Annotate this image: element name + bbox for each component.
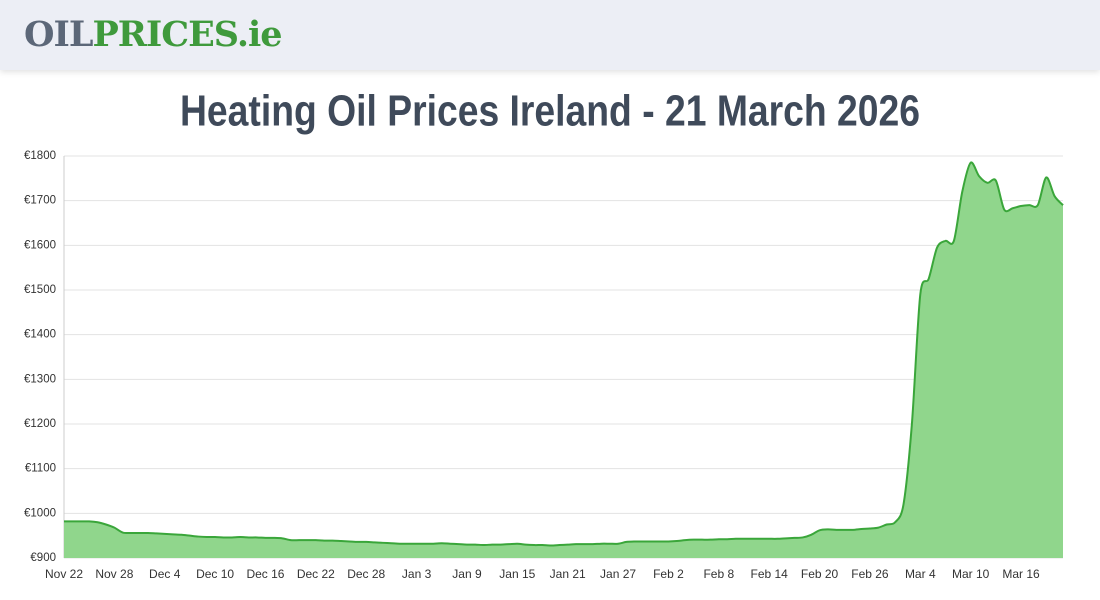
line (64, 161, 1064, 547)
x-tick-label: Dec 4 (149, 567, 181, 581)
x-tick-label: Jan 3 (402, 567, 432, 581)
x-tick-label: Dec 16 (246, 567, 284, 581)
y-tick-label: €1600 (24, 239, 56, 251)
y-tick-label: €1400 (24, 329, 56, 341)
x-tick-label: Mar 10 (952, 567, 990, 581)
logo[interactable]: OILPRICES.ie (24, 14, 283, 55)
x-tick-label: Feb 2 (653, 567, 684, 581)
y-tick-label: €900 (30, 552, 56, 564)
logo-part: OIL (24, 14, 93, 55)
x-tick-label: Dec 10 (196, 567, 234, 581)
x-tick-label: Feb 26 (851, 567, 889, 581)
area-fill (64, 162, 1063, 559)
x-tick-label: Dec 22 (297, 567, 335, 581)
x-tick-label: Nov 28 (95, 567, 133, 581)
y-tick-label: €1800 (24, 150, 56, 162)
y-tick-label: €1300 (24, 373, 56, 385)
y-tick-label: €1100 (25, 463, 56, 475)
x-tick-label: Jan 27 (600, 567, 636, 581)
y-tick-label: €1200 (24, 418, 56, 430)
x-tick-label: Jan 9 (452, 567, 482, 581)
y-tick-label: €1000 (24, 507, 56, 519)
x-tick-label: Feb 14 (750, 567, 788, 581)
x-tick-label: Feb 20 (801, 567, 839, 581)
y-tick-label: €1700 (24, 195, 56, 207)
x-tick-label: Jan 15 (499, 567, 535, 581)
x-tick-label: Feb 8 (703, 567, 734, 581)
x-tick-label: Jan 21 (550, 567, 586, 581)
x-tick-label: Mar 16 (1002, 567, 1040, 581)
x-tick-label: Nov 22 (45, 567, 83, 581)
x-tick-label: Mar 4 (905, 567, 936, 581)
logo-part: PRICES.ie (92, 14, 282, 55)
x-tick-label: Dec 28 (347, 567, 385, 581)
header: OILPRICES.ie (0, 0, 1100, 70)
chart-title: Heating Oil Prices Ireland - 21 March 20… (180, 87, 920, 136)
y-tick-label: €1500 (24, 284, 56, 296)
